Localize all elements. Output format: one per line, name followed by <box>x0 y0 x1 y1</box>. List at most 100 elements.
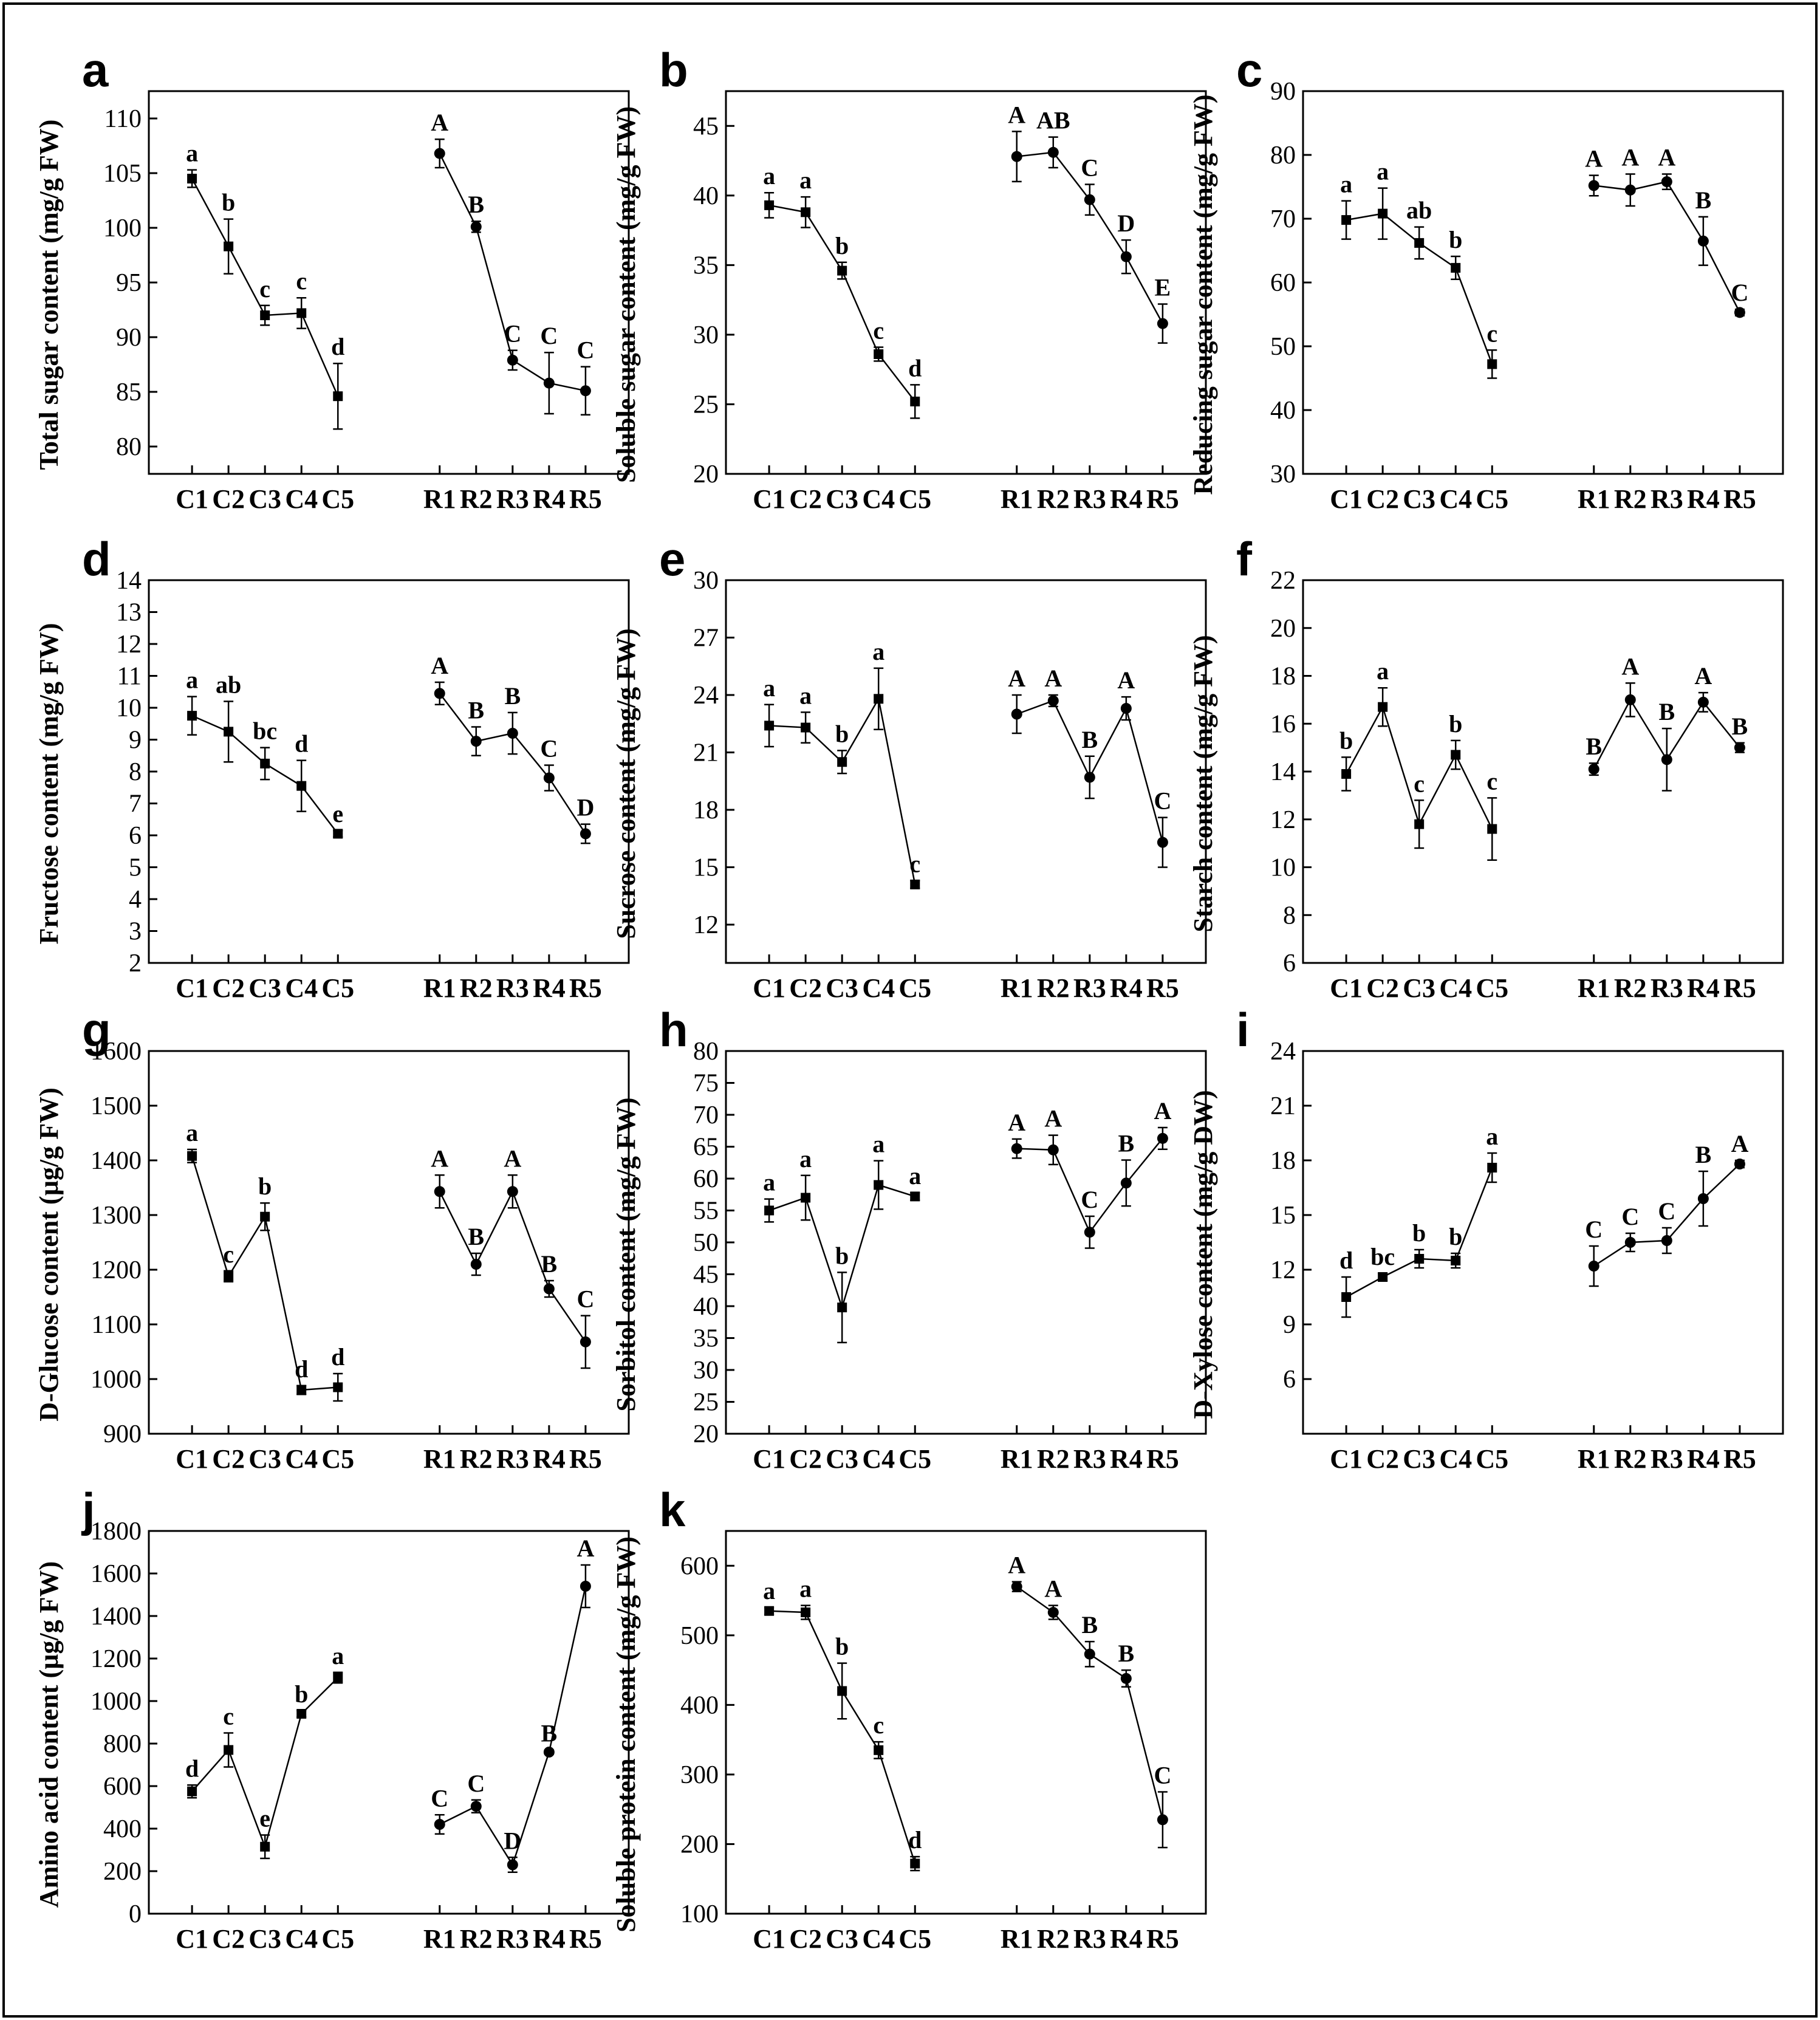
y-tick-label: 15 <box>693 854 719 882</box>
plot-frame <box>148 90 630 475</box>
data-point-C4 <box>874 1745 884 1755</box>
x-tick-label-C2: C2 <box>212 1444 245 1474</box>
x-tick-label-C5: C5 <box>321 484 354 514</box>
x-tick-label-R2: R2 <box>1037 484 1070 514</box>
significance-label: B <box>468 191 484 218</box>
y-tick-label: 90 <box>116 324 142 352</box>
x-tick-label-R3: R3 <box>496 973 529 1003</box>
significance-label: c <box>259 275 270 303</box>
significance-label: b <box>1339 727 1353 754</box>
y-tick-label: 45 <box>693 1261 719 1289</box>
data-point-C1 <box>764 1606 775 1616</box>
x-tick-label-R2: R2 <box>460 1924 493 1954</box>
y-tick-label: 21 <box>1270 1092 1296 1120</box>
significance-label: d <box>185 1755 199 1782</box>
significance-label: a <box>872 638 884 665</box>
y-tick-label: 6 <box>1283 950 1296 977</box>
y-tick-label: 15 <box>1270 1202 1296 1230</box>
x-tick-label-C5: C5 <box>898 973 931 1003</box>
significance-label: A <box>1585 145 1603 173</box>
series-line-R <box>439 1586 587 1867</box>
y-axis-label: Sucrose content (mg/g FW) <box>611 628 641 939</box>
x-tick-label-R3: R3 <box>1651 1444 1683 1474</box>
panel-k: k 100 200 300 400 500 600 C1 C2 C3 C4 C5 R1 R2 R3 R4 R5 S… <box>611 1483 1207 1954</box>
data-point-C5 <box>333 829 343 839</box>
significance-label: A <box>1008 101 1025 128</box>
data-point-C2 <box>224 1271 234 1281</box>
x-tick-label-R4: R4 <box>1687 973 1720 1003</box>
significance-label: A <box>431 1145 448 1172</box>
significance-label: C <box>1154 787 1171 815</box>
data-point-C2 <box>801 1607 811 1618</box>
data-point-C1 <box>764 721 775 731</box>
x-tick-label-R3: R3 <box>496 484 529 514</box>
significance-label: c <box>873 317 884 344</box>
data-point-R2 <box>470 221 482 233</box>
significance-label: d <box>908 1826 922 1854</box>
significance-label: c <box>1486 320 1497 347</box>
x-tick-label-C3: C3 <box>248 1924 281 1954</box>
x-tick-label-R3: R3 <box>1073 973 1106 1003</box>
y-tick-label: 5 <box>129 854 142 882</box>
data-point-R2 <box>1047 695 1059 707</box>
significance-label: a <box>1486 1123 1498 1150</box>
significance-label: b <box>1412 1219 1426 1247</box>
x-tick-label-C1: C1 <box>176 1924 208 1954</box>
x-tick-label-R1: R1 <box>1578 484 1610 514</box>
data-point-C5 <box>333 1672 343 1683</box>
significance-label: a <box>1340 171 1352 198</box>
x-tick-label-R1: R1 <box>1001 1444 1033 1474</box>
y-tick-label: 1500 <box>91 1092 142 1120</box>
data-point-R5 <box>580 1581 591 1592</box>
y-tick-label: 900 <box>103 1420 142 1448</box>
data-point-R2 <box>1624 184 1636 196</box>
x-tick-label-R1: R1 <box>1001 973 1033 1003</box>
data-point-C1 <box>1341 769 1352 779</box>
panel-b: b 20 25 30 35 40 45 C1 C2 C3 C4 C5 R1 R2 R3 R4 R5 Soluble… <box>611 43 1207 514</box>
y-tick-label: 16 <box>1270 710 1296 738</box>
x-tick-label-C1: C1 <box>1330 973 1363 1003</box>
y-tick-label: 1200 <box>91 1256 142 1284</box>
significance-label: b <box>835 1633 849 1660</box>
data-point-R5 <box>1734 307 1745 318</box>
y-axis-label: Sorbitol content (mg/g FW) <box>611 1098 641 1412</box>
data-point-R5 <box>580 385 591 397</box>
x-tick-label-C3: C3 <box>1403 1444 1435 1474</box>
significance-label: d <box>295 1355 308 1383</box>
data-point-R2 <box>470 1801 482 1812</box>
y-tick-label: 100 <box>103 214 142 242</box>
data-point-R4 <box>1697 696 1709 708</box>
y-tick-label: 95 <box>116 269 142 297</box>
significance-label: A <box>1621 652 1639 680</box>
x-tick-label-R5: R5 <box>1723 484 1756 514</box>
x-tick-label-R4: R4 <box>1110 1444 1143 1474</box>
y-tick-label: 75 <box>693 1070 719 1098</box>
y-tick-label: 1300 <box>91 1202 142 1230</box>
y-tick-label: 0 <box>129 1900 142 1928</box>
data-point-R3 <box>507 1859 518 1871</box>
x-tick-label-C4: C4 <box>285 1924 318 1954</box>
significance-label: a <box>186 666 198 694</box>
significance-label: A <box>431 652 448 679</box>
y-tick-label: 70 <box>693 1101 719 1129</box>
y-tick-label: 50 <box>1270 333 1296 361</box>
x-tick-label-R1: R1 <box>423 1924 456 1954</box>
x-tick-label-R3: R3 <box>496 1924 529 1954</box>
plot-frame <box>725 1050 1207 1435</box>
significance-label: b <box>835 232 849 259</box>
significance-label: a <box>872 1131 884 1158</box>
significance-label: C <box>540 735 558 762</box>
significance-label: b <box>835 1242 849 1269</box>
data-point-R3 <box>1084 1648 1095 1660</box>
panel-letter-i: i <box>1236 1003 1250 1056</box>
y-tick-label: 18 <box>1270 663 1296 691</box>
data-point-R1 <box>1588 1261 1599 1272</box>
x-tick-label-R1: R1 <box>423 973 456 1003</box>
x-tick-label-C1: C1 <box>753 973 785 1003</box>
y-tick-label: 1800 <box>91 1518 142 1546</box>
y-tick-label: 65 <box>693 1134 719 1162</box>
x-tick-label-C4: C4 <box>862 973 895 1003</box>
significance-label: A <box>1694 662 1712 690</box>
data-point-R3 <box>1084 1227 1095 1238</box>
